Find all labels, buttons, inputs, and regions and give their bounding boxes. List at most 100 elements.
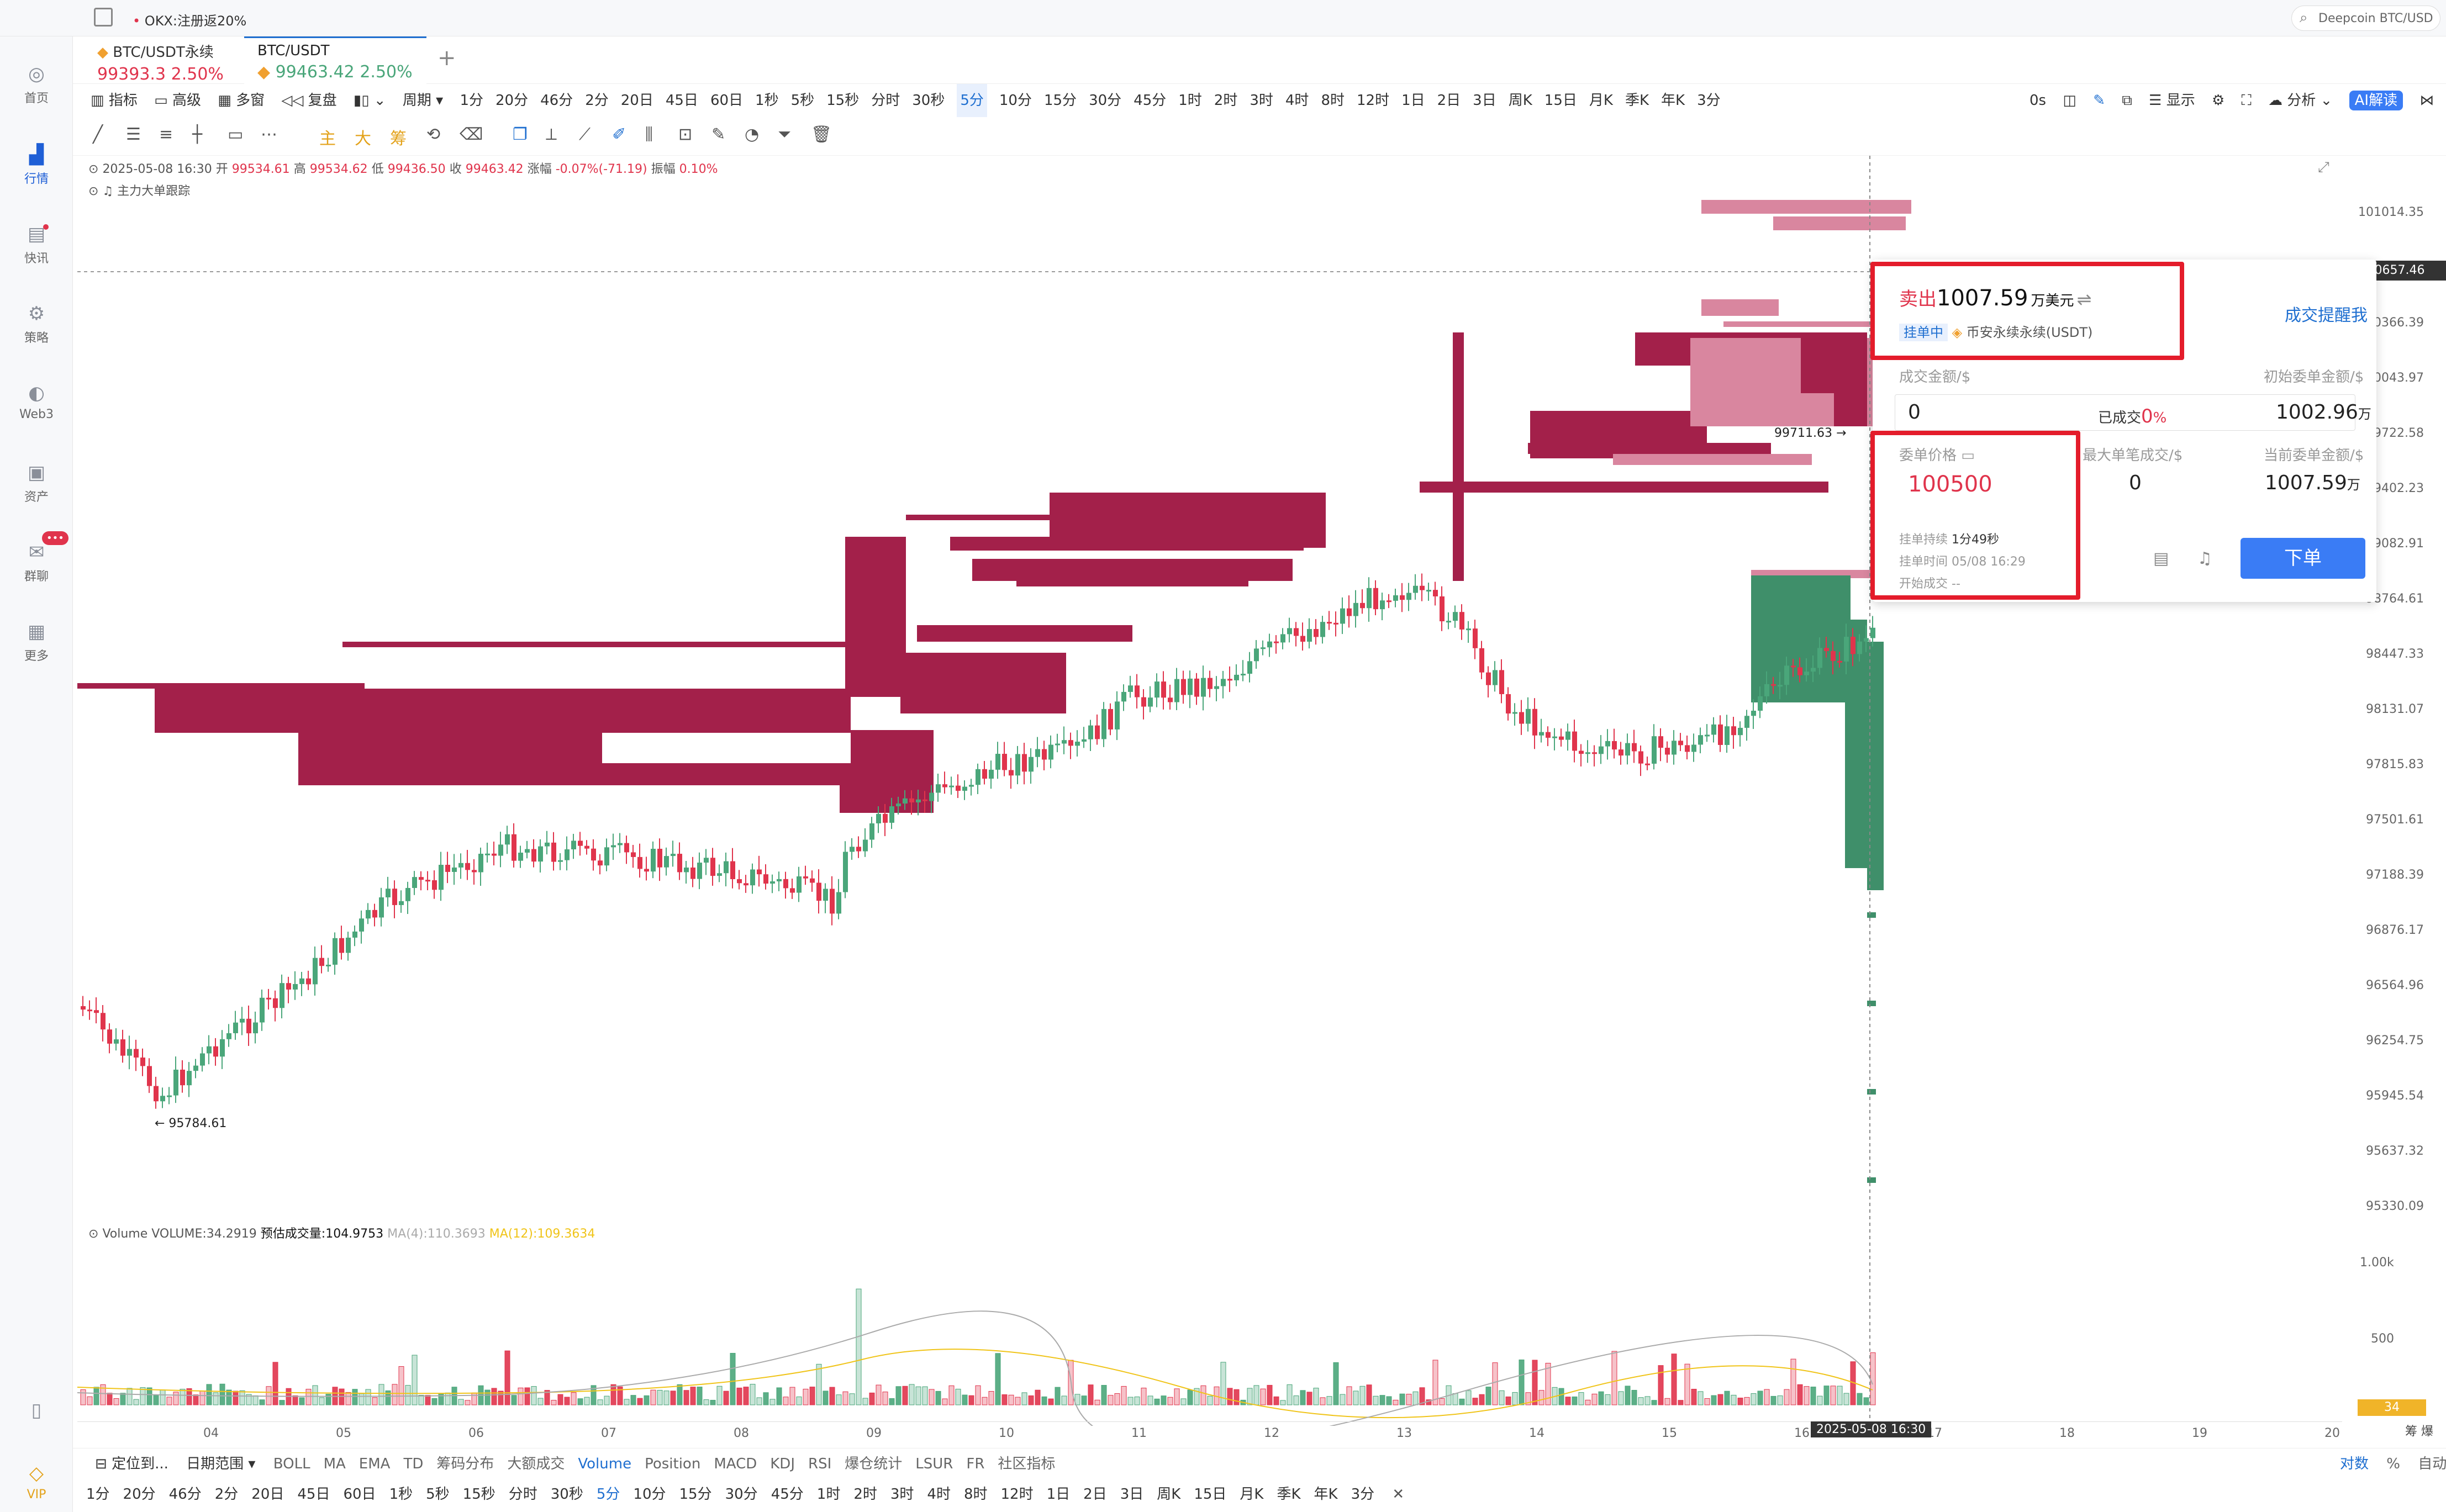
x-axis[interactable]: 04 05 06 07 08 09 10 11 12 13 14 15 16 17 18 19 20 (77, 1421, 2342, 1444)
indicator-6[interactable]: Volume (578, 1456, 632, 1472)
phone-icon[interactable]: ▯ (0, 1400, 73, 1425)
bottom-period-15[interactable]: 30分 (725, 1486, 758, 1503)
bottom-period-24[interactable]: 2日 (1083, 1486, 1107, 1503)
bottom-period-27[interactable]: 15日 (1194, 1486, 1227, 1503)
sidebar-item-news[interactable]: ▤ 快讯 (0, 224, 73, 266)
candles-icon[interactable]: ⫼ (645, 125, 653, 144)
period-0[interactable]: 1分 (460, 92, 484, 109)
close-icon[interactable]: ✕ (1392, 1486, 1405, 1503)
auto-button[interactable]: 自动 (2418, 1456, 2446, 1472)
sidebar-item-more[interactable]: ▦ 更多 (0, 622, 73, 664)
period-17[interactable]: 1时 (1178, 92, 1202, 109)
swap-icon[interactable]: ⇌ (2076, 289, 2092, 310)
trash-icon[interactable]: 🗑 (811, 125, 832, 144)
ruler-icon[interactable]: ⟂ (546, 125, 557, 144)
period-4[interactable]: 20日 (620, 92, 653, 109)
bottom-period-28[interactable]: 月K (1240, 1486, 1264, 1503)
search-box[interactable]: ⌕ Deepcoin BTC/USD (2291, 6, 2440, 31)
window-icon[interactable] (94, 8, 113, 27)
fullscreen-icon[interactable]: ⛶ (2241, 92, 2252, 109)
period-13[interactable]: 10分 (999, 92, 1032, 109)
sidebar-item-vip[interactable]: ◇ VIP (0, 1463, 73, 1502)
sidebar-item-market[interactable]: ▟ 行情 (0, 145, 73, 187)
indicator-2[interactable]: EMA (359, 1456, 391, 1472)
period-29[interactable]: 季K (1625, 92, 1649, 109)
bottom-period-11[interactable]: 30秒 (550, 1486, 583, 1503)
bottom-period-18[interactable]: 2时 (853, 1486, 877, 1503)
bottom-period-4[interactable]: 20日 (251, 1486, 284, 1503)
indicator-button[interactable]: ▥ 指标 (91, 92, 138, 109)
indicator-3[interactable]: TD (403, 1456, 424, 1472)
rect-tool-icon[interactable]: ▭ (228, 125, 244, 144)
sidebar-item-web3[interactable]: ◐ Web3 (0, 383, 73, 421)
period-2[interactable]: 46分 (540, 92, 573, 109)
period-12[interactable]: 5分 (957, 84, 987, 117)
edit-icon[interactable]: ✎ (711, 125, 726, 144)
horizontal-tool-icon[interactable]: ┼ (192, 125, 203, 144)
bottom-period-0[interactable]: 1分 (86, 1486, 110, 1503)
bottom-period-12[interactable]: 5分 (596, 1486, 620, 1503)
remind-button[interactable]: 成交提醒我 (2285, 306, 2368, 325)
date-range-button[interactable]: 日期范围 ▾ (186, 1456, 256, 1472)
period-28[interactable]: 月K (1589, 92, 1613, 109)
bottom-period-17[interactable]: 1时 (816, 1486, 841, 1503)
bottom-period-10[interactable]: 分时 (508, 1486, 537, 1503)
period-20[interactable]: 4时 (1285, 92, 1309, 109)
sidebar-item-home[interactable]: ◎ 首页 (0, 64, 73, 106)
lock-icon[interactable]: ⊡ (678, 125, 693, 144)
percent-button[interactable]: % (2386, 1456, 2400, 1472)
advanced-button[interactable]: ▭ 高级 (154, 92, 201, 109)
camera-icon[interactable]: ◫ (2063, 92, 2076, 109)
volume-collapse-icon[interactable]: ⊙ (88, 1227, 99, 1241)
filter-icon[interactable]: ⏷ (778, 125, 791, 144)
indicator-10[interactable]: RSI (808, 1456, 832, 1472)
period-3[interactable]: 2分 (585, 92, 609, 109)
display-button[interactable]: ☰ 显示 (2149, 92, 2195, 109)
indicator-7[interactable]: Position (645, 1456, 701, 1472)
promo-text[interactable]: • OKX:注册返20% (133, 13, 247, 29)
multi-window-button[interactable]: ▦ 多窗 (218, 92, 265, 109)
indicator-12[interactable]: LSUR (915, 1456, 953, 1472)
magnet-icon[interactable]: ◔ (745, 125, 760, 144)
period-6[interactable]: 60日 (710, 92, 744, 109)
bottom-period-16[interactable]: 45分 (771, 1486, 804, 1503)
indicator-9[interactable]: KDJ (770, 1456, 795, 1472)
period-26[interactable]: 周K (1508, 92, 1532, 109)
line-tool-icon[interactable]: ╱ (93, 125, 103, 144)
bottom-period-23[interactable]: 1日 (1046, 1486, 1071, 1503)
bottom-period-6[interactable]: 60日 (343, 1486, 376, 1503)
period-16[interactable]: 45分 (1134, 92, 1167, 109)
bottom-period-3[interactable]: 2分 (214, 1486, 239, 1503)
period-7[interactable]: 1秒 (755, 92, 779, 109)
sync-icon[interactable]: ⟲ (426, 125, 441, 144)
indicator-11[interactable]: 爆仓统计 (845, 1456, 903, 1472)
indicator-13[interactable]: FR (966, 1456, 985, 1472)
period-10[interactable]: 分时 (871, 92, 900, 109)
bottom-period-29[interactable]: 季K (1277, 1486, 1301, 1503)
bell-icon[interactable]: ♫ (2197, 549, 2212, 568)
period-8[interactable]: 5秒 (790, 92, 815, 109)
period-30[interactable]: 年K (1661, 92, 1685, 109)
locate-button[interactable]: ⊟ 定位到... (95, 1456, 168, 1472)
add-tab-button[interactable]: + (437, 45, 456, 71)
brush-icon[interactable]: ⟋ (579, 125, 591, 144)
sidebar-item-assets[interactable]: ▣ 资产 (0, 463, 73, 505)
bottom-period-25[interactable]: 3日 (1120, 1486, 1144, 1503)
analysis-button[interactable]: ☁ 分析 ⌄ (2268, 92, 2333, 109)
replay-button[interactable]: ◁◁ 复盘 (281, 92, 337, 109)
bottom-period-31[interactable]: 3分 (1351, 1486, 1375, 1503)
collapse-icon[interactable]: ⊙ (88, 162, 99, 176)
indicator-8[interactable]: MACD (714, 1456, 757, 1472)
bottom-period-8[interactable]: 5秒 (426, 1486, 450, 1503)
chart-type-button[interactable]: ▮▯ ⌄ (353, 92, 386, 109)
period-1[interactable]: 20分 (495, 92, 529, 109)
period-24[interactable]: 2日 (1437, 92, 1461, 109)
indicator-14[interactable]: 社区指标 (998, 1456, 1056, 1472)
period-31[interactable]: 3分 (1697, 92, 1721, 109)
period-18[interactable]: 2时 (1214, 92, 1238, 109)
indicator-0[interactable]: BOLL (273, 1456, 310, 1472)
hline-tool-icon[interactable]: ☰ (126, 125, 141, 144)
chip-button[interactable]: 筹 (390, 129, 407, 149)
period-25[interactable]: 3日 (1473, 92, 1496, 109)
bottom-period-9[interactable]: 15秒 (462, 1486, 495, 1503)
